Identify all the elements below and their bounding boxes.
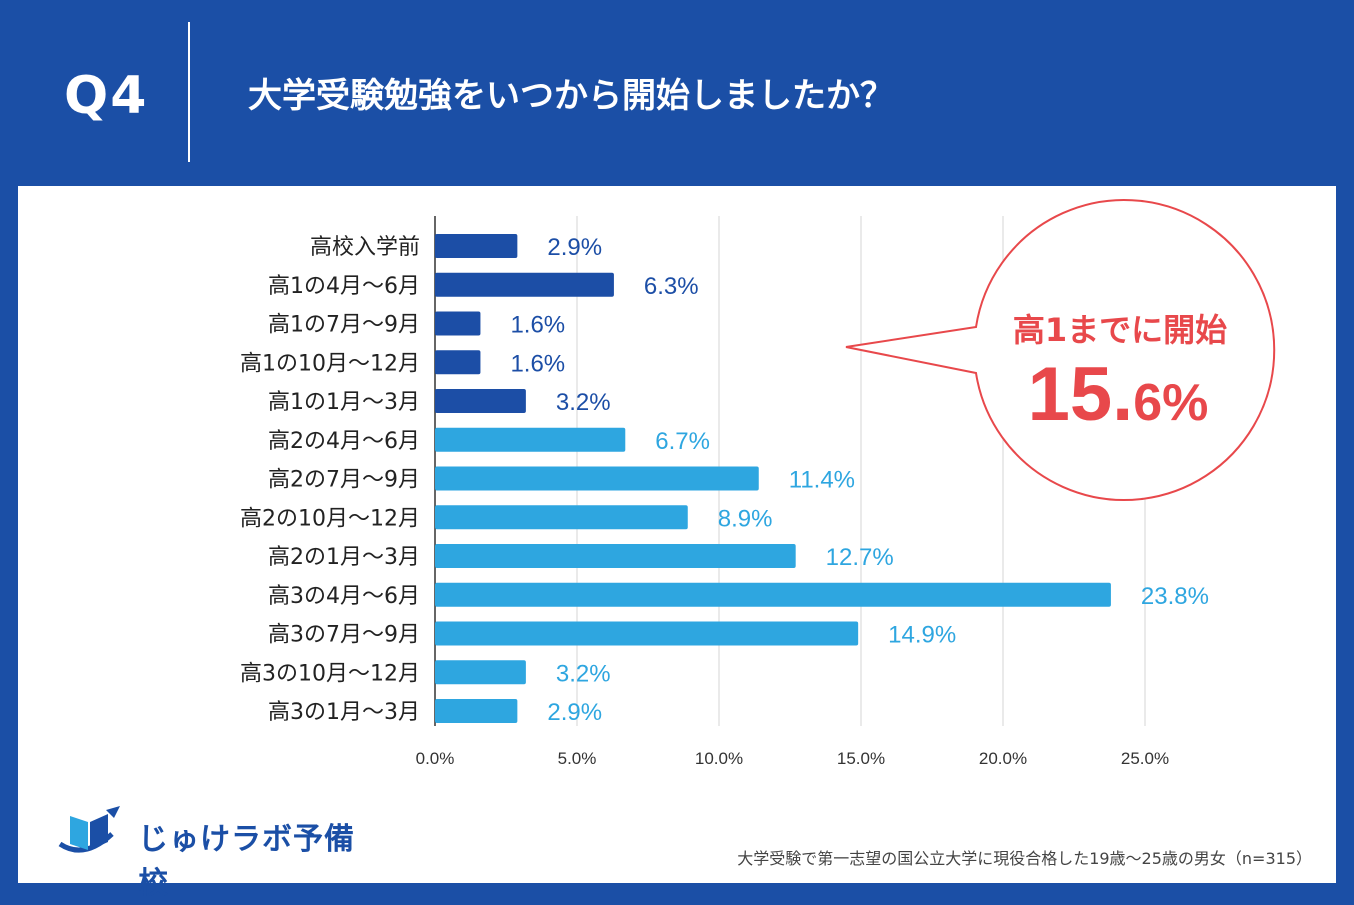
category-label: 高1の1月～3月 [268,390,420,415]
category-label: 高3の7月～9月 [268,623,420,648]
value-label: 8.9% [718,505,773,532]
category-label: 高1の7月～9月 [268,313,420,338]
callout-title: 高1までに開始 [1013,311,1227,349]
footnote: 大学受験で第一志望の国公立大学に現役合格した19歳～25歳の男女（n=315） [737,849,1312,868]
x-axis-ticks: 0.0% 5.0% 10.0% 15.0% 20.0% 25.0% [416,749,1169,768]
category-labels: 高校入学前高1の4月～6月高1の7月～9月高1の10月～12月高1の1月～3月高… [240,235,420,725]
bars [435,234,1111,723]
value-label: 2.9% [547,234,602,261]
category-label: 高1の4月～6月 [268,274,420,299]
callout-bubble: 高1までに開始 15.6% [845,199,1276,501]
bar [435,389,526,413]
logo-text: じゅけラボ予備校 [138,822,355,901]
value-label: 3.2% [556,389,611,416]
x-tick-label: 0.0% [416,749,455,768]
value-label: 1.6% [510,350,565,377]
callout-value: 15.6% [1028,352,1209,437]
value-labels: 2.9% 6.3% 1.6% 1.6% 3.2% 6.7% 11.4% 8.9% 12.7% 23… [510,234,1209,726]
value-label: 3.2% [556,660,611,687]
x-tick-label: 20.0% [979,749,1027,768]
category-label: 高校入学前 [310,235,420,260]
bar [435,660,526,685]
callout-value-dec: 6% [1133,374,1208,432]
value-label: 23.8% [1141,583,1209,610]
bar [435,621,859,646]
bar [435,582,1111,607]
chart-panel: 高校入学前 高1の4月～6月 高1の7月～9月 高1の10月～12月 高1の1月～3月高… [18,186,1336,901]
header: Q4 大学受験勉強をいつから開始しましたか？ [0,0,1354,186]
value-label: 1.6% [510,312,565,339]
header-divider [188,22,190,162]
bar [435,272,614,297]
bar [435,466,759,491]
callout-value-int: 15. [1028,352,1134,437]
bar [435,234,518,258]
bar [435,544,796,568]
category-label: 高2の4月～6月 [268,429,420,454]
category-label: 高2の1月～3月 [268,545,420,570]
value-label: 14.9% [888,622,956,649]
bar [435,311,481,336]
x-tick-label: 10.0% [695,749,743,768]
brand-logo: じゅけラボ予備校 [54,804,374,901]
category-label: 高2の7月～9月 [268,468,420,493]
value-label: 6.7% [655,428,710,455]
category-label: 高3の10月～12月 [240,661,420,686]
x-tick-label: 5.0% [558,749,597,768]
bar [435,427,626,452]
value-label: 11.4% [789,467,855,494]
category-label: 高3の4月～6月 [268,584,420,609]
bar-chart: 高校入学前高1の4月～6月高1の7月～9月高1の10月～12月高1の1月～3月高… [240,199,1276,768]
question-title: 大学受験勉強をいつから開始しましたか？ [248,76,894,116]
x-tick-label: 25.0% [1121,749,1169,768]
value-label: 2.9% [547,699,602,726]
bar [435,699,518,723]
category-label: 高3の1月～3月 [268,700,420,725]
value-label: 12.7% [826,544,894,571]
x-tick-label: 15.0% [837,749,885,768]
question-number: Q4 [64,66,149,126]
bar [435,505,688,530]
callout-shape [845,199,1276,501]
category-label: 高2の10月～12月 [240,506,420,531]
book-icon [58,806,120,853]
bar [435,350,481,375]
value-label: 6.3% [644,273,699,300]
category-label: 高1の10月～12月 [240,351,420,376]
